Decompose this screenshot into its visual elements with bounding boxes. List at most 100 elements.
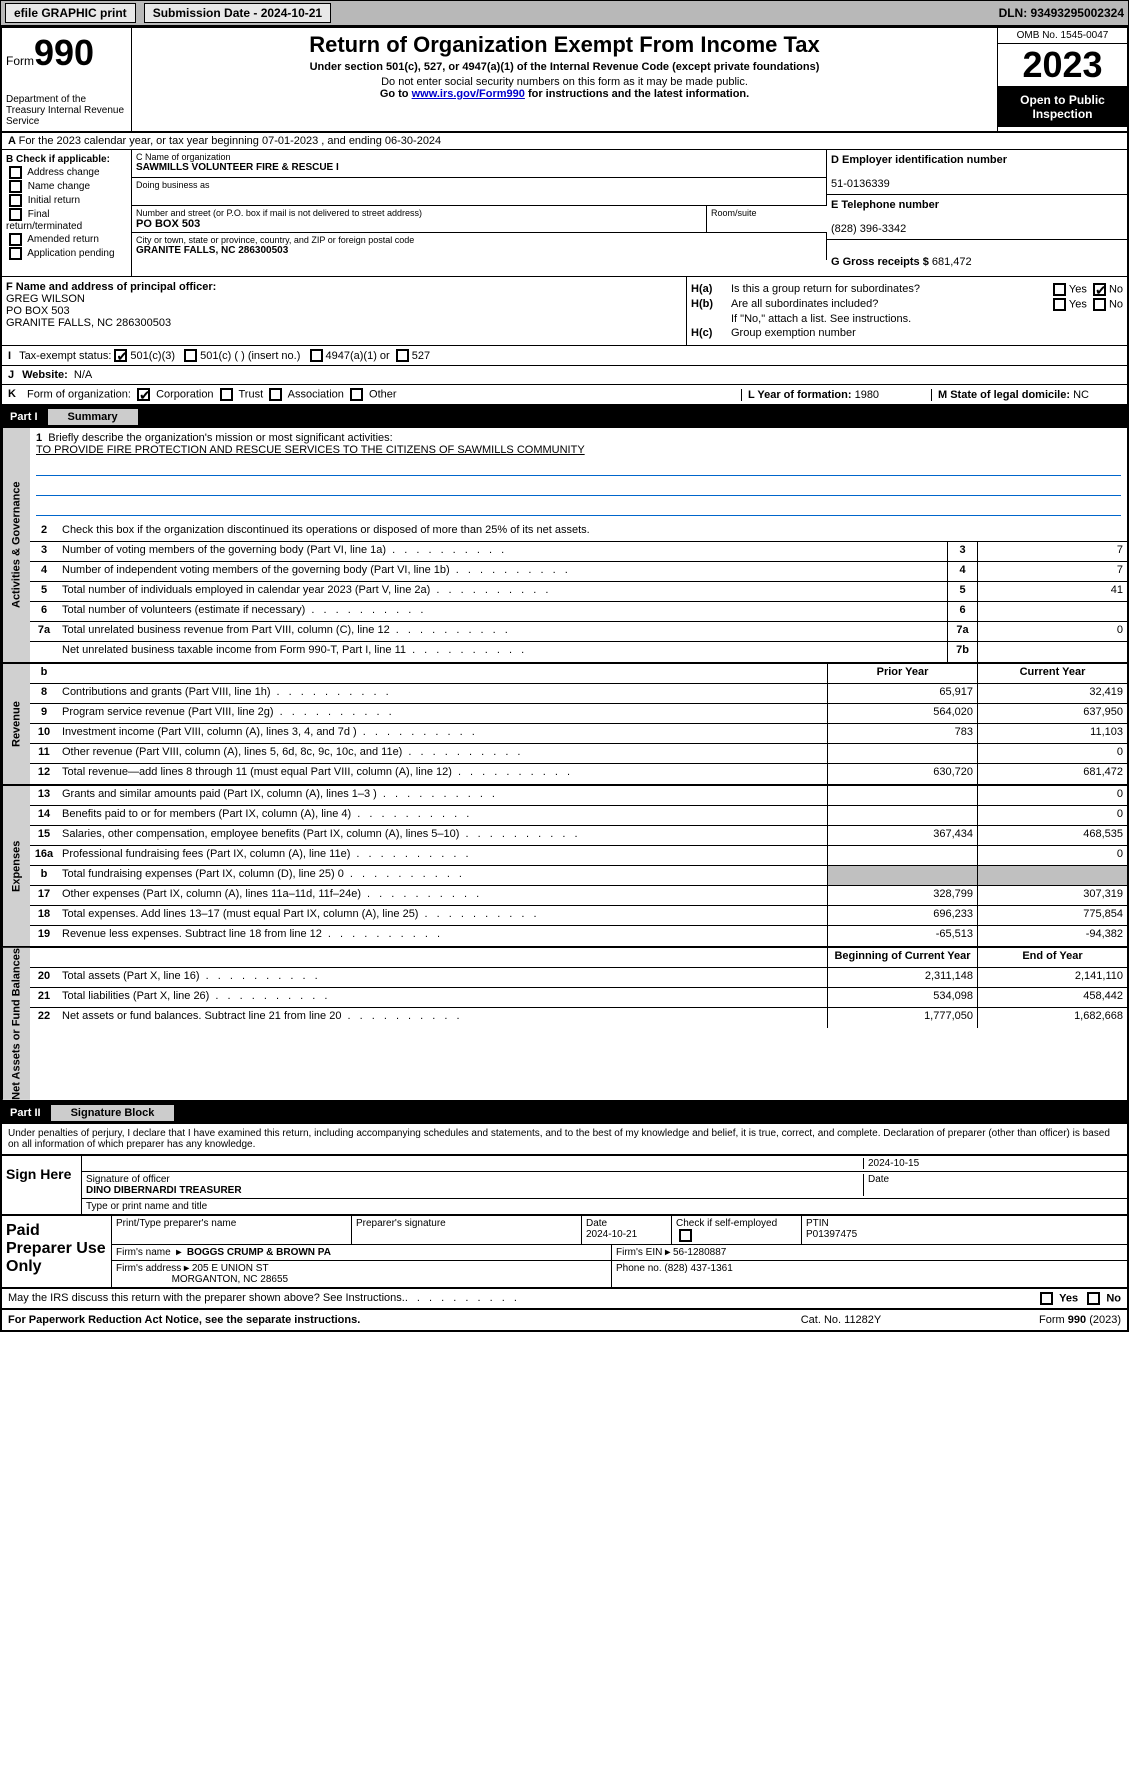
cb-ha-yes[interactable] xyxy=(1053,283,1066,296)
tax-year: 2023 xyxy=(998,44,1127,87)
cb-hb-no[interactable] xyxy=(1093,298,1106,311)
form-title: Return of Organization Exempt From Incom… xyxy=(136,32,993,58)
ptin: P01397475 xyxy=(806,1229,857,1240)
cb-discuss-yes[interactable] xyxy=(1040,1292,1053,1305)
paid-preparer: Paid Preparer Use Only Print/Type prepar… xyxy=(2,1214,1127,1289)
line-i: I Tax-exempt status: 501(c)(3) 501(c) ( … xyxy=(2,346,1127,366)
vlabel-rev: Revenue xyxy=(2,664,30,784)
cb-app-pending[interactable] xyxy=(9,247,22,260)
sign-here: Sign Here 2024-10-15 Signature of office… xyxy=(2,1154,1127,1214)
table-row: 11Other revenue (Part VIII, column (A), … xyxy=(30,744,1127,764)
sig-date: 2024-10-15 xyxy=(863,1158,1123,1169)
dept-label: Department of the Treasury Internal Reve… xyxy=(6,94,127,127)
firm-addr2: MORGANTON, NC 28655 xyxy=(172,1274,289,1285)
declaration: Under penalties of perjury, I declare th… xyxy=(2,1124,1127,1154)
street: PO BOX 503 xyxy=(136,218,702,230)
cb-4947[interactable] xyxy=(310,349,323,362)
header-right: OMB No. 1545-0047 2023 Open to Public In… xyxy=(997,28,1127,131)
cb-discuss-no[interactable] xyxy=(1087,1292,1100,1305)
summary-expenses: Expenses 13Grants and similar amounts pa… xyxy=(2,786,1127,948)
footer: For Paperwork Reduction Act Notice, see … xyxy=(2,1310,1127,1330)
table-row: 22Net assets or fund balances. Subtract … xyxy=(30,1008,1127,1028)
table-row: 18Total expenses. Add lines 13–17 (must … xyxy=(30,906,1127,926)
table-row: 14Benefits paid to or for members (Part … xyxy=(30,806,1127,826)
mission-block: 1 Briefly describe the organization's mi… xyxy=(30,428,1127,522)
omb: OMB No. 1545-0047 xyxy=(998,28,1127,44)
cb-501c[interactable] xyxy=(184,349,197,362)
table-row: 19Revenue less expenses. Subtract line 1… xyxy=(30,926,1127,946)
officer-addr2: GRANITE FALLS, NC 286300503 xyxy=(6,317,171,329)
table-row: 3Number of voting members of the governi… xyxy=(30,542,1127,562)
cb-name-change[interactable] xyxy=(9,180,22,193)
officer-name: GREG WILSON xyxy=(6,293,85,305)
prep-date: 2024-10-21 xyxy=(586,1229,637,1240)
firm-ein: 56-1280887 xyxy=(673,1247,726,1258)
city: GRANITE FALLS, NC 286300503 xyxy=(136,245,822,256)
table-row: 15Salaries, other compensation, employee… xyxy=(30,826,1127,846)
cb-trust[interactable] xyxy=(220,388,233,401)
inspection-badge: Open to Public Inspection xyxy=(998,87,1127,127)
table-row: 10Investment income (Part VIII, column (… xyxy=(30,724,1127,744)
box-deg: D Employer identification number51-01363… xyxy=(827,150,1127,276)
cb-other[interactable] xyxy=(350,388,363,401)
table-row: 21Total liabilities (Part X, line 26)534… xyxy=(30,988,1127,1008)
cb-address-change[interactable] xyxy=(9,166,22,179)
discuss-line: May the IRS discuss this return with the… xyxy=(2,1289,1127,1310)
cb-501c3[interactable] xyxy=(114,349,127,362)
cb-corp[interactable] xyxy=(137,388,150,401)
firm-addr1: 205 E UNION ST xyxy=(192,1263,269,1274)
form-990: Form990 Department of the Treasury Inter… xyxy=(0,26,1129,1332)
summary-governance: Activities & Governance 1 Briefly descri… xyxy=(2,428,1127,664)
officer-sig: DINO DIBERNARDI TREASURER xyxy=(86,1185,242,1196)
form-subtitle: Under section 501(c), 527, or 4947(a)(1)… xyxy=(136,61,993,73)
table-row: 8Contributions and grants (Part VIII, li… xyxy=(30,684,1127,704)
cb-assoc[interactable] xyxy=(269,388,282,401)
state-domicile: NC xyxy=(1073,389,1089,401)
box-f: F Name and address of principal officer:… xyxy=(2,277,687,345)
header-left: Form990 Department of the Treasury Inter… xyxy=(2,28,132,131)
cb-amended[interactable] xyxy=(9,233,22,246)
form-label: Form xyxy=(6,54,34,68)
submission-date: Submission Date - 2024-10-21 xyxy=(144,3,331,23)
irs-link[interactable]: www.irs.gov/Form990 xyxy=(412,88,525,100)
line-klm: K Form of organization: Corporation Trus… xyxy=(2,385,1127,406)
cb-self-emp[interactable] xyxy=(679,1229,692,1242)
form-header: Form990 Department of the Treasury Inter… xyxy=(2,28,1127,133)
cb-ha-no[interactable] xyxy=(1093,283,1106,296)
box-h: H(a)Is this a group return for subordina… xyxy=(687,277,1127,345)
gross-receipts: 681,472 xyxy=(932,256,972,268)
table-row: 4Number of independent voting members of… xyxy=(30,562,1127,582)
form-note1: Do not enter social security numbers on … xyxy=(136,76,993,88)
line-j: J Website: N/A xyxy=(2,366,1127,385)
line-a: A For the 2023 calendar year, or tax yea… xyxy=(2,133,1127,150)
firm-phone: (828) 437-1361 xyxy=(664,1263,732,1274)
cb-final-return[interactable] xyxy=(9,208,22,221)
table-row: 7aTotal unrelated business revenue from … xyxy=(30,622,1127,642)
part2-header: Part II Signature Block xyxy=(2,1102,1127,1124)
table-row: 9Program service revenue (Part VIII, lin… xyxy=(30,704,1127,724)
form-number: 990 xyxy=(34,32,94,73)
website: N/A xyxy=(74,369,92,381)
cb-527[interactable] xyxy=(396,349,409,362)
section-b-through-g: B Check if applicable: Address change Na… xyxy=(2,150,1127,277)
table-row: 12Total revenue—add lines 8 through 11 (… xyxy=(30,764,1127,784)
firm-name: BOGGS CRUMP & BROWN PA xyxy=(187,1247,331,1258)
vlabel-gov: Activities & Governance xyxy=(2,428,30,662)
part1-header: Part I Summary xyxy=(2,406,1127,428)
officer-addr1: PO BOX 503 xyxy=(6,305,70,317)
cb-hb-yes[interactable] xyxy=(1053,298,1066,311)
table-row: Net unrelated business taxable income fr… xyxy=(30,642,1127,662)
summary-netassets: Net Assets or Fund Balances Beginning of… xyxy=(2,948,1127,1102)
vlabel-exp: Expenses xyxy=(2,786,30,946)
dln: DLN: 93493295002324 xyxy=(999,6,1124,20)
table-row: 5Total number of individuals employed in… xyxy=(30,582,1127,602)
table-row: bTotal fundraising expenses (Part IX, co… xyxy=(30,866,1127,886)
table-row: 6Total number of volunteers (estimate if… xyxy=(30,602,1127,622)
cb-initial-return[interactable] xyxy=(9,194,22,207)
efile-button[interactable]: efile GRAPHIC print xyxy=(5,3,136,23)
header-center: Return of Organization Exempt From Incom… xyxy=(132,28,997,131)
table-row: 20Total assets (Part X, line 16)2,311,14… xyxy=(30,968,1127,988)
table-row: 13Grants and similar amounts paid (Part … xyxy=(30,786,1127,806)
box-c: C Name of organizationSAWMILLS VOLUNTEER… xyxy=(132,150,827,276)
box-b: B Check if applicable: Address change Na… xyxy=(2,150,132,276)
